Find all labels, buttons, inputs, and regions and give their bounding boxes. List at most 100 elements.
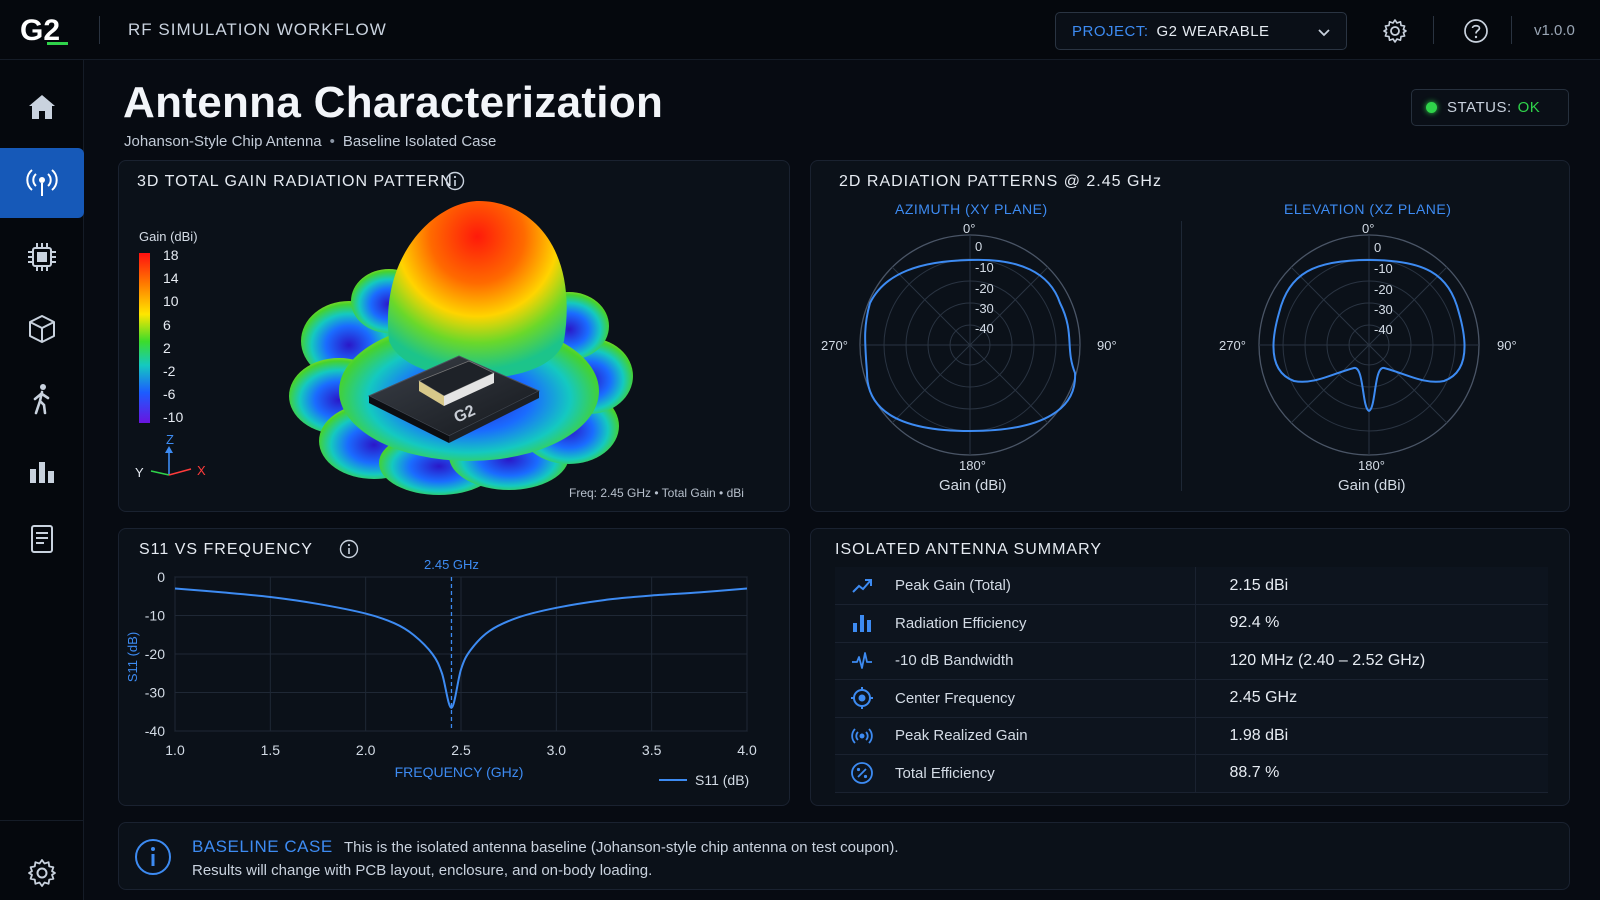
- pattern-footer: Freq: 2.45 GHz • Total Gain • dBi: [569, 486, 744, 500]
- radiation-pattern-3d[interactable]: G2: [279, 191, 659, 501]
- info-icon[interactable]: [445, 171, 465, 191]
- help-icon[interactable]: [1462, 17, 1490, 45]
- panel-split: [1181, 221, 1182, 491]
- document-icon: [31, 525, 53, 553]
- table-row: Total Efficiency 88.7 %: [835, 754, 1548, 792]
- panel-2d-patterns: 2D RADIATION PATTERNS @ 2.45 GHz AZIMUTH…: [810, 160, 1570, 512]
- trend-up-icon: [852, 578, 872, 593]
- topbar-divider: [99, 16, 100, 44]
- metric-value: 92.4 %: [1229, 614, 1280, 632]
- metric-value: 120 MHz (2.40 – 2.52 GHz): [1229, 651, 1426, 669]
- note-line-1: This is the isolated antenna baseline (J…: [344, 839, 899, 856]
- sidebar: [0, 60, 84, 900]
- target-icon: [851, 687, 873, 710]
- panel-summary: ISOLATED ANTENNA SUMMARY Peak Gain (Tota…: [810, 528, 1570, 806]
- project-selector[interactable]: PROJECT: G2 WEARABLE: [1055, 12, 1347, 50]
- elevation-ring-label: -40: [1374, 322, 1393, 337]
- topbar-divider: [1511, 16, 1512, 44]
- x-tick-label: 1.0: [165, 742, 185, 758]
- sidebar-divider: [0, 820, 84, 821]
- elevation-angle-0: 0°: [1362, 221, 1375, 236]
- elevation-caption: Gain (dBi): [1338, 477, 1406, 494]
- azimuth-subtitle: AZIMUTH (XY PLANE): [895, 201, 1048, 217]
- panel-3d-pattern: 3D TOTAL GAIN RADIATION PATTERN Gain (dB…: [118, 160, 790, 512]
- status-led: [1426, 102, 1437, 113]
- svg-text:G2: G2: [20, 14, 60, 46]
- metric-name: Radiation Efficiency: [889, 604, 1196, 642]
- broadcast-icon: [851, 728, 873, 744]
- metric-name: Total Efficiency: [889, 754, 1196, 792]
- info-icon[interactable]: [339, 539, 359, 559]
- x-tick-label: 4.0: [737, 742, 757, 758]
- info-icon: [135, 839, 171, 875]
- panel-title-summary: ISOLATED ANTENNA SUMMARY: [835, 541, 1103, 558]
- sidebar-item-settings[interactable]: [0, 838, 84, 900]
- subtitle-separator: •: [329, 133, 335, 150]
- metric-name: -10 dB Bandwidth: [889, 642, 1196, 680]
- table-row: Center Frequency 2.45 GHz: [835, 679, 1548, 717]
- elevation-angle-90: 90°: [1497, 338, 1517, 353]
- colorbar-tick: 18: [163, 247, 179, 263]
- g2-logo[interactable]: G2: [20, 14, 70, 46]
- status-badge: STATUS: OK: [1411, 89, 1569, 126]
- metric-name: Center Frequency: [889, 679, 1196, 717]
- sidebar-item-results[interactable]: [0, 436, 84, 506]
- axis-z-label: Z: [166, 433, 174, 447]
- elevation-angle-270: 270°: [1219, 338, 1246, 353]
- metric-value: 2.45 GHz: [1229, 689, 1298, 707]
- azimuth-polar-plot[interactable]: [845, 233, 1095, 465]
- panel-title-s11: S11 VS FREQUENCY: [139, 541, 313, 558]
- colorbar-tick: 10: [163, 293, 179, 309]
- sidebar-item-3d-model[interactable]: [0, 294, 84, 364]
- metric-name: Peak Gain (Total): [889, 567, 1196, 605]
- legend-label: S11 (dB): [695, 772, 749, 788]
- x-tick-label: 3.0: [547, 742, 567, 758]
- azimuth-angle-90: 90°: [1097, 338, 1117, 353]
- colorbar-tick: -10: [163, 409, 184, 425]
- y-tick-label: -20: [145, 646, 165, 662]
- metric-value: 1.98 dBi: [1229, 726, 1289, 744]
- s11-chart[interactable]: 2.45 GHz 0 -10 -20 -30 -401.0 1.5 2.0 2.5 3.0 3.5…: [119, 529, 791, 807]
- project-value: G2 WEARABLE: [1156, 22, 1270, 40]
- elevation-polar-plot[interactable]: [1244, 233, 1494, 465]
- summary-table: Peak Gain (Total) 2.15 dBi Radiation Eff…: [835, 567, 1548, 793]
- sidebar-item-chip[interactable]: [0, 222, 84, 292]
- note-heading: BASELINE CASE: [192, 837, 333, 856]
- sidebar-item-report[interactable]: [0, 504, 84, 574]
- bar-chart-icon: [853, 615, 871, 633]
- table-row: Radiation Efficiency 92.4 %: [835, 604, 1548, 642]
- colorbar-tick: 14: [163, 270, 179, 286]
- table-row: Peak Gain (Total) 2.15 dBi: [835, 567, 1548, 605]
- sidebar-item-body[interactable]: [0, 364, 84, 434]
- azimuth-angle-180: 180°: [959, 458, 986, 473]
- azimuth-ring-label: 0: [975, 239, 983, 254]
- colorbar-tick: 6: [163, 317, 171, 333]
- panel-s11: S11 VS FREQUENCY 2.45 GHz 0 -10 -20 -30 -40 1…: [118, 528, 790, 806]
- axis-triad: Z Y X: [135, 433, 206, 480]
- gain-colorbar: [139, 253, 150, 423]
- antenna-icon: [26, 169, 58, 196]
- version-label: v1.0.0: [1534, 22, 1575, 39]
- colorbar-tick: -2: [163, 363, 176, 379]
- chip-icon: [28, 243, 56, 271]
- elevation-ring-label: 0: [1374, 240, 1382, 255]
- azimuth-caption: Gain (dBi): [939, 477, 1007, 494]
- page-title: Antenna Characterization: [123, 78, 664, 127]
- gear-icon[interactable]: [1381, 17, 1409, 45]
- percent-icon: [851, 762, 873, 785]
- colorbar-title: Gain (dBi): [139, 229, 198, 244]
- metric-value: 2.15 dBi: [1229, 576, 1289, 594]
- axis-x-label: X: [197, 463, 206, 478]
- topbar-divider: [1433, 16, 1434, 44]
- panel-title-3d: 3D TOTAL GAIN RADIATION PATTERN: [137, 173, 453, 190]
- bar-chart-icon: [30, 462, 54, 483]
- elevation-ring-label: -30: [1374, 302, 1393, 317]
- x-tick-label: 2.0: [356, 742, 376, 758]
- azimuth-angle-270: 270°: [821, 338, 848, 353]
- pulse-icon: [852, 651, 872, 669]
- colorbar-tick: -6: [163, 386, 176, 402]
- azimuth-ring-label: -10: [975, 260, 994, 275]
- project-label: PROJECT:: [1072, 22, 1149, 40]
- sidebar-item-home[interactable]: [0, 72, 84, 142]
- sidebar-item-antenna[interactable]: [0, 148, 84, 218]
